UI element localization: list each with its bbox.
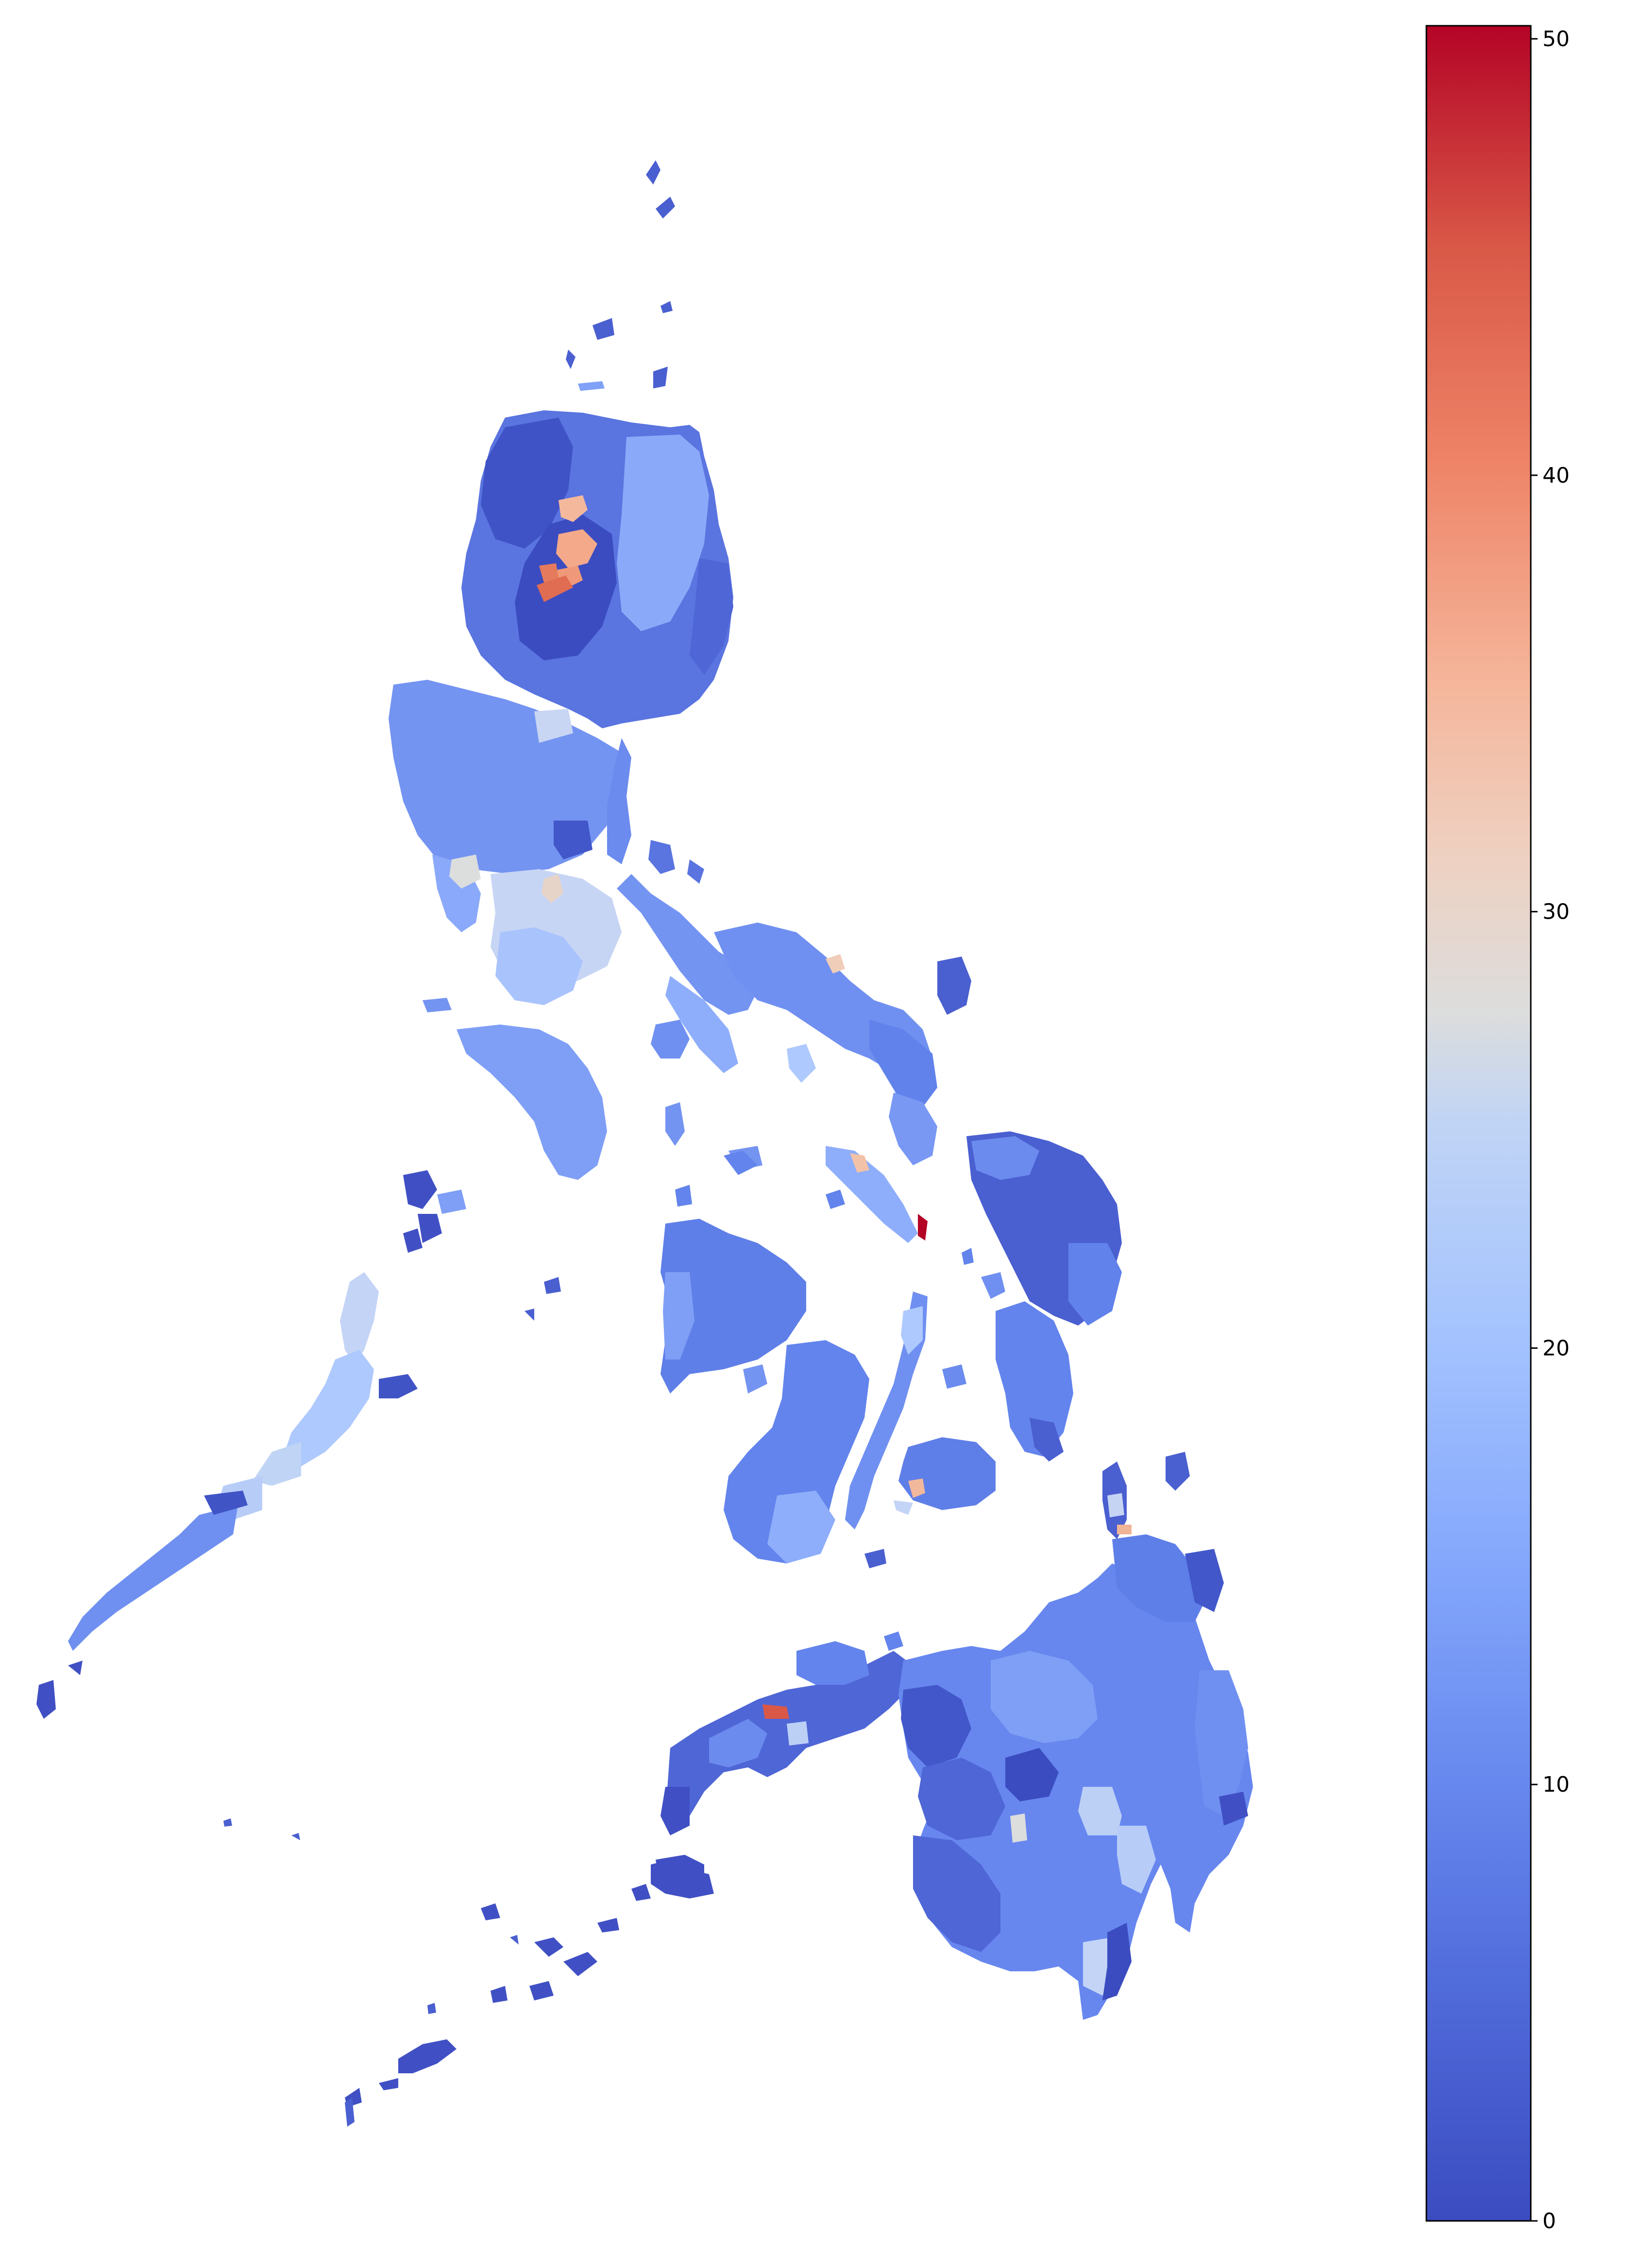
colorbar-gradient xyxy=(1425,25,1532,2222)
northern-samar-light xyxy=(971,1136,1039,1180)
siquijor xyxy=(864,1549,886,1568)
tawi-tawi xyxy=(345,2039,457,2107)
davao-gray xyxy=(1010,1814,1027,1843)
antique-light xyxy=(663,1272,694,1360)
surigao-del-sur xyxy=(1185,1549,1224,1612)
maguindanao xyxy=(918,1758,1005,1840)
negros-oriental-light xyxy=(767,1491,835,1563)
colorbar-tick-label: 10 xyxy=(1542,1772,1570,1797)
siargao xyxy=(1166,1452,1190,1491)
cuyo xyxy=(525,1277,561,1321)
zamboanga-mid xyxy=(709,1719,767,1767)
panay xyxy=(660,1219,806,1394)
camiguin xyxy=(884,1631,903,1651)
mindanao-southwest xyxy=(913,1835,1000,1952)
bohol-high xyxy=(908,1478,925,1498)
colorbar-ticks: 0 10 20 30 40 50 xyxy=(1531,27,1570,2234)
basilan xyxy=(656,1855,704,1894)
palawan-region xyxy=(36,1170,561,1719)
calayan-island xyxy=(578,381,605,391)
el-nido-dark xyxy=(379,1374,418,1398)
masbate xyxy=(826,1146,918,1243)
colorbar-tick-label: 0 xyxy=(1542,2209,1556,2234)
bondoc-peninsula xyxy=(665,976,738,1073)
mindoro xyxy=(457,1025,607,1180)
surigao-orange xyxy=(1117,1525,1132,1534)
agusan xyxy=(1112,1534,1204,1622)
la-union-light xyxy=(534,709,573,743)
bohol xyxy=(898,1437,996,1510)
davao-oriental-dark xyxy=(1219,1792,1248,1826)
batanes-islands xyxy=(646,160,675,218)
sibutu xyxy=(345,2098,355,2127)
babuyan-islands xyxy=(566,301,673,388)
cagayan-valley xyxy=(617,435,709,631)
cebu-north-light xyxy=(901,1306,923,1355)
cordillera-high-1 xyxy=(559,495,588,522)
lubang xyxy=(423,998,452,1012)
leyte xyxy=(996,1301,1073,1457)
masbate-high xyxy=(850,1153,869,1173)
cordillera-high-5 xyxy=(537,575,573,602)
colorbar-tick-label: 50 xyxy=(1542,27,1570,51)
cordillera-high-2 xyxy=(556,529,597,568)
colorbar-tick-label: 20 xyxy=(1542,1336,1570,1361)
bohol-light xyxy=(894,1500,913,1515)
dinagat-light xyxy=(1107,1493,1124,1517)
guimaras xyxy=(743,1364,767,1394)
nueva-ecija-dark xyxy=(554,821,592,859)
palawan-central xyxy=(282,1350,374,1466)
negros xyxy=(724,1340,869,1563)
marinduque xyxy=(651,1020,690,1058)
calamian xyxy=(403,1170,442,1253)
cordillera-high-4 xyxy=(539,563,559,583)
albay xyxy=(869,1020,937,1107)
colorbar-tick-label: 40 xyxy=(1542,463,1570,488)
palawan-south xyxy=(68,1505,238,1651)
bukidnon xyxy=(991,1651,1098,1743)
colorbar-tick-label: 30 xyxy=(1542,900,1570,924)
biliran xyxy=(981,1272,1005,1299)
burias xyxy=(787,1044,816,1083)
davao-oriental xyxy=(1195,1670,1248,1816)
sulu-scattered xyxy=(223,1818,519,2014)
davao-south-dark xyxy=(1102,1923,1132,2000)
busuanga-light xyxy=(437,1190,466,1214)
lanao xyxy=(901,1685,971,1767)
southern-leyte xyxy=(1030,1418,1064,1462)
sulu-islands xyxy=(481,1884,651,2003)
metro-manila-light xyxy=(542,874,563,903)
zamboanga-tip xyxy=(660,1787,690,1835)
palawan-tip xyxy=(204,1491,248,1515)
mindanao-region xyxy=(223,1452,1253,2127)
catanduanes xyxy=(937,957,971,1015)
laguna-batangas xyxy=(495,927,583,1005)
colorbar: 0 10 20 30 40 50 xyxy=(1425,25,1570,2234)
davao-interior-light xyxy=(1078,1787,1122,1835)
balabac xyxy=(36,1661,83,1719)
ilocos-norte xyxy=(481,418,573,549)
davao-del-sur-light xyxy=(1117,1826,1156,1894)
misamis-occidental xyxy=(796,1641,869,1685)
visayas-region xyxy=(660,1131,1122,1568)
quezon xyxy=(617,874,758,1015)
pampanga-gray xyxy=(449,855,481,889)
aurora xyxy=(607,738,631,864)
cotabato-dark xyxy=(1005,1748,1059,1801)
isabela-coast xyxy=(690,558,733,675)
luzon-region xyxy=(389,160,971,1243)
bicol-high xyxy=(826,954,845,974)
polillo xyxy=(648,840,704,884)
zamboanga-light xyxy=(787,1721,809,1746)
masbate-red xyxy=(918,1214,928,1241)
sorsogon xyxy=(889,1092,937,1165)
zamboanga-red xyxy=(762,1704,789,1719)
puerto-princesa xyxy=(253,1442,301,1486)
camotes xyxy=(942,1364,966,1389)
eastern-samar xyxy=(1068,1243,1122,1326)
palawan-north xyxy=(340,1272,379,1364)
